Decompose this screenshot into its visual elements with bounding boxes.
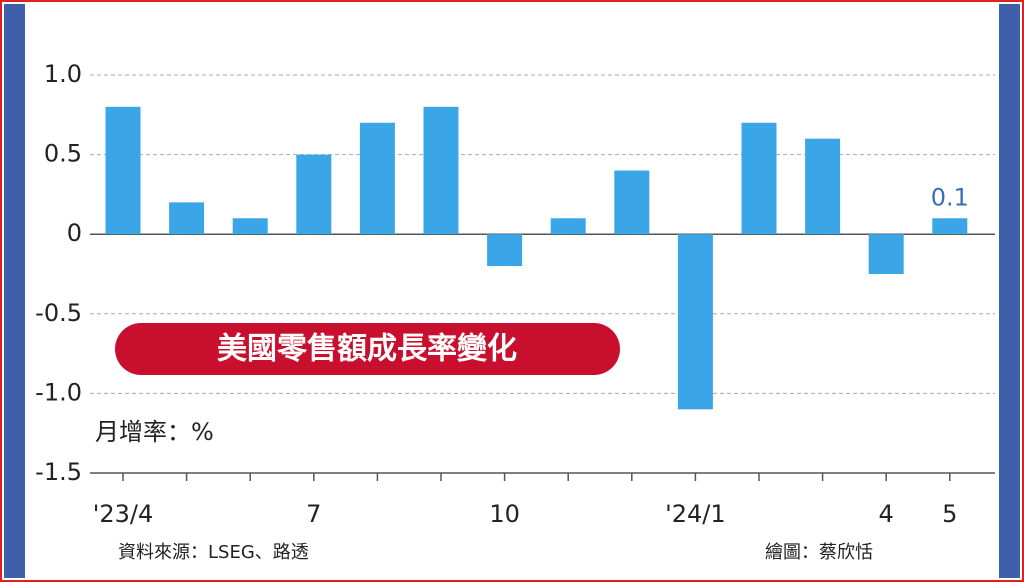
x-tick-label: 7 (306, 500, 321, 528)
bar (741, 122, 777, 235)
bar (105, 106, 141, 235)
bar (296, 154, 332, 235)
y-tick-label: -1.5 (35, 458, 82, 486)
y-tick-label: 0.5 (44, 140, 82, 168)
bar (932, 218, 968, 235)
y-tick-label: 1.0 (44, 60, 82, 88)
x-tick-label: 5 (942, 500, 957, 528)
bar (359, 122, 395, 235)
bar (550, 218, 586, 235)
y-tick-label: -1.0 (35, 378, 82, 406)
y-tick-label: -0.5 (35, 299, 82, 327)
bar (169, 202, 205, 235)
bar (614, 170, 650, 235)
bar (677, 234, 713, 410)
unit-label: 月增率：% (95, 418, 214, 446)
source: 資料來源：LSEG、路透 (118, 542, 309, 563)
x-tick-label: '24/1 (665, 500, 726, 528)
left-strip (4, 4, 25, 578)
bar (487, 234, 523, 267)
y-tick-label: 0 (67, 219, 82, 247)
bar (232, 218, 268, 235)
x-tick-label: '23/4 (93, 500, 154, 528)
bar (805, 138, 841, 235)
bar (868, 234, 904, 274)
chart-title: 美國零售額成長率變化 (217, 332, 517, 367)
x-tick-label: 4 (879, 500, 894, 528)
credit: 繪圖：蔡欣恬 (765, 542, 873, 563)
bar (423, 106, 459, 235)
plot: 1.0 0.5 0 -0.5 -1.0 -1.5 '23/4 7 10 '24/1 4 5 0.1 (35, 60, 995, 528)
x-tick-label: 10 (489, 500, 520, 528)
title-pill (115, 323, 620, 375)
right-strip (999, 4, 1020, 578)
value-label: 0.1 (931, 183, 969, 211)
